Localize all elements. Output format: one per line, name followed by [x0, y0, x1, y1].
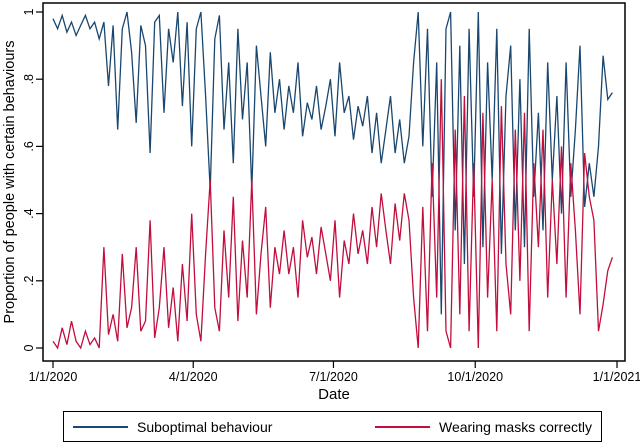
y-tick-label: 0 [22, 344, 36, 351]
plot-box [42, 2, 626, 362]
x-tick-label: 7/1/2020 [309, 370, 358, 384]
x-tick-label: 10/1/2020 [447, 370, 503, 384]
y-tick-label: .4 [22, 208, 36, 218]
x-tick-label: 1/1/2021 [593, 370, 640, 384]
legend: Suboptimal behaviour Wearing masks corre… [63, 411, 602, 442]
series-line-0 [52, 11, 613, 315]
y-tick-label: .2 [22, 276, 36, 286]
legend-line-swatch-0 [73, 425, 128, 428]
y-tick-label: 1 [22, 8, 36, 15]
series-line-1 [52, 79, 614, 350]
y-tick-label: .8 [22, 74, 36, 84]
legend-label-suboptimal: Suboptimal behaviour [137, 418, 273, 435]
legend-line-swatch-1 [374, 425, 430, 428]
y-axis-title: Proportion of people with certain behavi… [2, 41, 18, 324]
legend-label-masks: Wearing masks correctly [438, 418, 592, 435]
x-tick-label: 1/1/2020 [29, 370, 78, 384]
ticks-layer: 0 .2 .4 .6 .8 1 1/1/2020 4/1/2020 7/1/2020 10/1/2… [22, 8, 640, 384]
legend-entry-suboptimal: Suboptimal behaviour [73, 419, 272, 435]
x-tick-label: 4/1/2020 [169, 370, 218, 384]
x-axis-title: Date [318, 386, 350, 403]
legend-entry-masks: Wearing masks correctly [374, 418, 592, 435]
y-tick-label: .6 [22, 141, 36, 151]
series-layer [52, 11, 614, 350]
